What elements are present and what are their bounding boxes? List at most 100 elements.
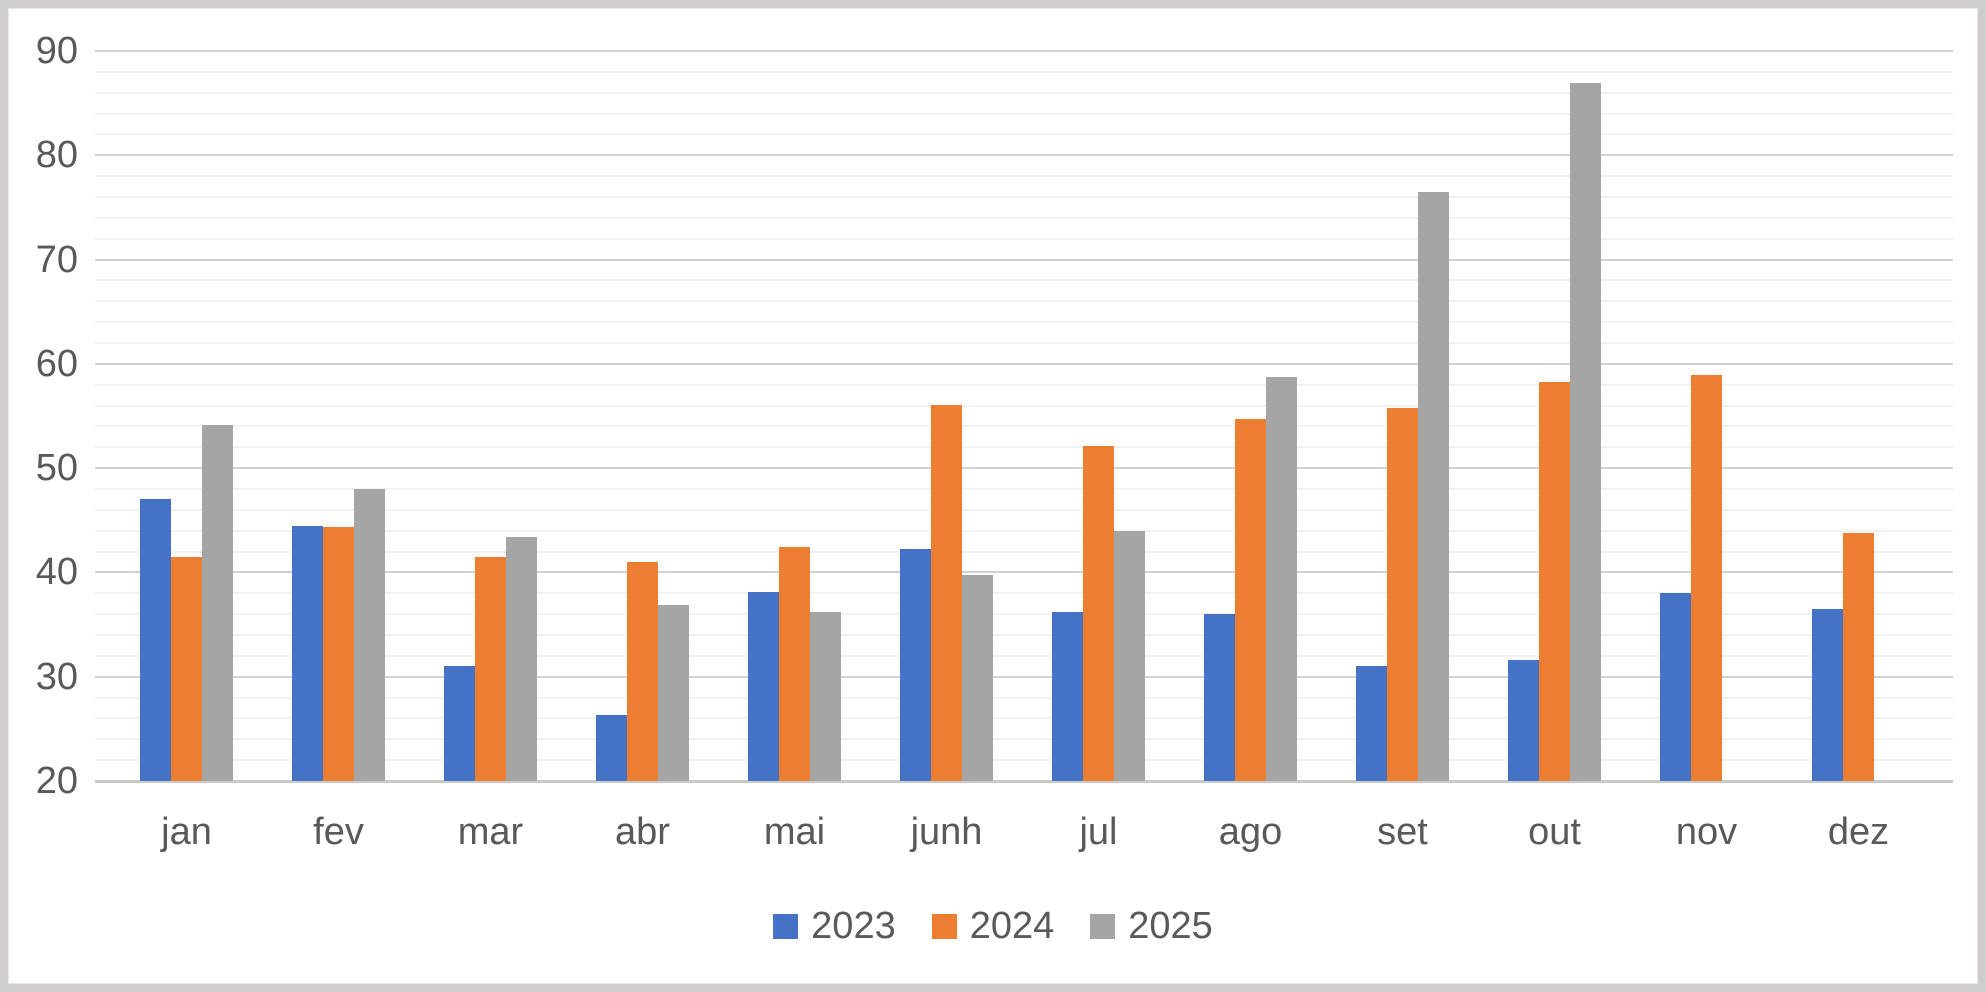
legend-item-2023: 2023 <box>773 902 896 950</box>
minor-gridline <box>95 342 1953 344</box>
bar-2023-ago <box>1204 614 1235 781</box>
minor-gridline <box>95 425 1953 428</box>
x-tick-label-abr: abr <box>615 811 670 853</box>
x-tick-label-mar: mar <box>457 811 524 853</box>
bar-2024-mai <box>779 547 810 781</box>
bar-2023-mai <box>748 592 779 781</box>
x-tick-label-mai: mai <box>763 811 826 853</box>
x-tick-label-junh: junh <box>910 811 983 853</box>
y-tick-label: 40 <box>35 551 78 594</box>
bar-2025-junh <box>962 574 993 781</box>
minor-gridline <box>95 696 1953 699</box>
x-tick-label-jul: jul <box>1079 811 1118 853</box>
minor-gridline <box>95 279 1953 282</box>
minor-gridline <box>95 529 1953 532</box>
bar-2024-jan <box>171 556 202 781</box>
bar-2024-fev <box>323 526 354 781</box>
x-tick-label-ago: ago <box>1218 811 1283 853</box>
x-tick-label-dez: dez <box>1827 811 1890 853</box>
minor-gridline <box>95 654 1953 657</box>
bar-2024-jul <box>1083 446 1114 781</box>
legend-item-2024: 2024 <box>931 902 1055 950</box>
legend-label: 2023 <box>811 905 896 947</box>
bar-2024-junh <box>931 404 962 781</box>
x-tick-label-set: set <box>1377 811 1428 853</box>
bar-2024-nov <box>1691 375 1722 781</box>
y-tick-label: 70 <box>35 238 78 281</box>
bar-2023-out <box>1508 660 1539 781</box>
minor-gridline <box>95 237 1953 240</box>
bar-2025-jul <box>1114 530 1145 781</box>
major-gridline <box>95 362 1953 365</box>
bar-2025-ago <box>1266 377 1297 781</box>
bar-2024-abr <box>627 562 658 781</box>
bar-2025-out <box>1570 83 1601 781</box>
legend-swatch-2024 <box>931 913 957 939</box>
bar-2023-mar <box>444 666 475 781</box>
y-tick-label: 80 <box>35 134 78 177</box>
major-gridline <box>95 154 1953 157</box>
x-tick-label-out: out <box>1528 811 1581 853</box>
minor-gridline <box>95 717 1953 720</box>
minor-gridline <box>95 321 1953 324</box>
legend: 2023 2024 2025 <box>0 902 1986 950</box>
bar-2024-out <box>1539 381 1570 781</box>
y-tick-label: 60 <box>35 342 78 385</box>
major-gridline <box>95 50 1953 52</box>
x-axis-line <box>95 780 1953 783</box>
x-tick-label-jan: jan <box>161 811 212 853</box>
bar-2023-set <box>1356 666 1387 781</box>
minor-gridline <box>95 488 1953 490</box>
minor-gridline <box>95 738 1953 741</box>
minor-gridline <box>95 196 1953 198</box>
bar-2025-mar <box>506 536 537 781</box>
x-tick-label-nov: nov <box>1675 811 1738 853</box>
bar-2025-set <box>1418 191 1449 781</box>
minor-gridline <box>95 759 1953 762</box>
minor-gridline <box>95 550 1953 553</box>
bar-2025-jan <box>202 425 233 781</box>
legend-item-2025: 2025 <box>1090 902 1213 950</box>
minor-gridline <box>95 300 1953 303</box>
bar-2023-junh <box>900 549 931 781</box>
minor-gridline <box>95 634 1953 636</box>
minor-gridline <box>95 446 1953 449</box>
bar-2024-dez <box>1843 532 1874 781</box>
legend-swatch-2023 <box>773 913 799 939</box>
legend-swatch-2025 <box>1090 913 1116 939</box>
bar-2023-jan <box>140 499 171 781</box>
bar-2025-mai <box>810 612 841 781</box>
y-tick-label: 20 <box>35 760 78 802</box>
bar-2024-set <box>1387 407 1418 781</box>
legend-label: 2024 <box>969 905 1055 947</box>
major-gridline <box>95 258 1953 261</box>
y-tick-label: 50 <box>35 447 78 490</box>
bar-2023-fev <box>292 525 323 781</box>
minor-gridline <box>95 91 1953 94</box>
legend-label: 2025 <box>1128 905 1213 947</box>
major-gridline <box>95 467 1953 470</box>
minor-gridline <box>95 404 1953 407</box>
minor-gridline <box>95 133 1953 136</box>
bar-2025-fev <box>354 489 385 781</box>
minor-gridline <box>95 613 1953 616</box>
major-gridline <box>95 571 1953 574</box>
bar-2023-abr <box>596 715 627 781</box>
bar-2023-nov <box>1660 593 1691 781</box>
minor-gridline <box>95 216 1953 219</box>
minor-gridline <box>95 592 1953 595</box>
minor-gridline <box>95 70 1953 73</box>
bar-2024-mar <box>475 556 506 781</box>
minor-gridline <box>95 508 1953 511</box>
bar-2025-abr <box>658 604 689 781</box>
y-tick-label: 90 <box>35 30 78 72</box>
minor-gridline <box>95 175 1953 178</box>
y-tick-label: 30 <box>35 655 78 698</box>
bar-2023-jul <box>1052 612 1083 781</box>
minor-gridline <box>95 383 1953 386</box>
major-gridline <box>95 675 1953 678</box>
bar-2024-ago <box>1235 419 1266 781</box>
x-tick-label-fev: fev <box>313 811 364 853</box>
minor-gridline <box>95 112 1953 115</box>
